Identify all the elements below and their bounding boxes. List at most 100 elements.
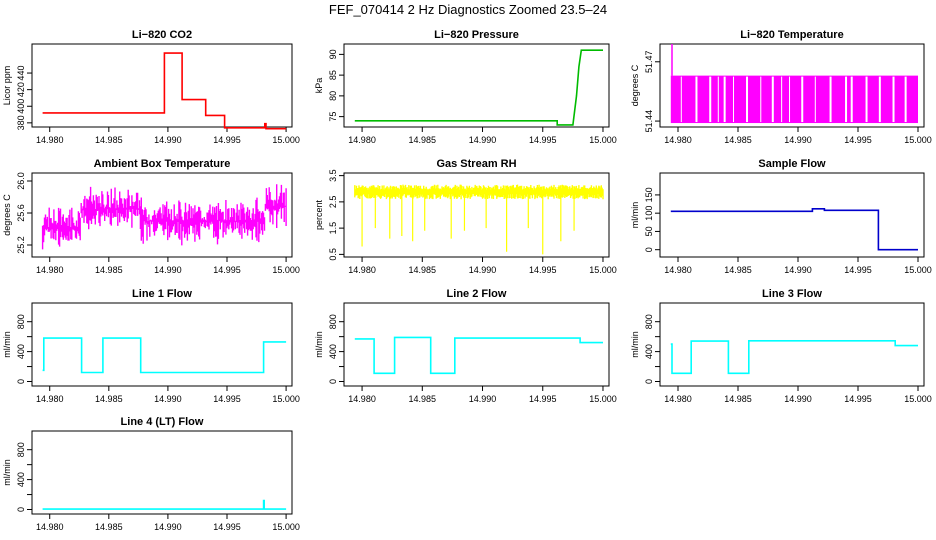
y-tick-label: 800 [16,442,26,457]
x-tick-label: 14.980 [664,135,692,145]
series-gap [845,76,848,123]
panel-3: Li−820 Temperature degrees C 14.980 14.985 1… [630,29,932,145]
panel-10: Line 4 (LT) Flow ml/min 14.980 14.985 14.990… [2,416,300,532]
y-axis-label: degrees C [630,64,640,106]
y-tick-label: 51.44 [644,110,654,133]
y-axis-label: ml/min [630,202,640,229]
x-tick-label: 14.985 [724,265,752,275]
x-tick-label: 15.000 [589,394,617,404]
series-gap [709,76,712,123]
y-tick-label: 75 [328,112,338,122]
x-tick-label: 15.000 [272,522,300,532]
series-gap [865,76,868,123]
y-tick-label: 0.5 [328,248,338,261]
y-tick-label: 400 [16,344,26,359]
plot-frame [31,172,293,258]
panel-title: Li−820 CO2 [132,29,192,41]
x-tick-label: 14.985 [409,394,437,404]
y-tick-label: 50 [644,226,654,236]
y-axis-label: kPa [314,78,324,94]
series-gap [760,76,762,123]
panel-title: Li−820 Pressure [434,29,519,41]
page-title: FEF_070414 2 Hz Diagnostics Zoomed 23.5–… [328,2,608,17]
x-tick-label: 14.995 [213,265,241,275]
x-tick-label: 14.990 [784,135,812,145]
series-line [670,339,918,375]
series-line [354,49,603,126]
plot-frame [31,302,293,387]
panel-7: Line 1 Flow ml/min 14.980 14.985 14.990 14.99… [2,288,300,404]
x-tick-label: 15.000 [904,265,932,275]
x-tick-label: 14.990 [154,265,182,275]
plot-frame [31,43,293,128]
panel-title: Ambient Box Temperature [94,158,231,170]
y-tick-label: 800 [328,314,338,329]
x-tick-label: 15.000 [272,135,300,145]
panel-9: Line 3 Flow ml/min 14.980 14.985 14.990 14.99… [630,288,932,404]
y-tick-label: 400 [644,344,654,359]
panel-title: Line 4 (LT) Flow [121,416,204,428]
x-tick-label: 14.990 [784,394,812,404]
y-tick-label: 100 [644,206,654,221]
x-tick-label: 14.985 [95,522,123,532]
series-gap [733,76,735,123]
x-tick-label: 14.995 [844,265,872,275]
panel-title: Sample Flow [758,158,826,170]
series-line [670,208,918,251]
y-tick-label: 1.5 [328,222,338,235]
panel-6: Sample Flow ml/min 14.980 14.985 14.990 14.99… [630,158,932,275]
x-tick-label: 14.995 [213,394,241,404]
panel-1: Li−820 CO2 Licor ppm 14.980 14.985 14.990 14.… [2,29,300,145]
x-tick-label: 14.995 [529,265,557,275]
series-gap [850,76,853,123]
x-tick-label: 14.985 [95,394,123,404]
panel-5: Gas Stream RH percent 14.980 14.985 14.990 14… [314,158,617,275]
x-tick-label: 15.000 [904,135,932,145]
series-gap [814,76,816,123]
series-band [670,75,918,124]
x-tick-label: 14.990 [154,394,182,404]
x-tick-label: 14.990 [154,522,182,532]
plot-frame [659,172,925,258]
x-tick-label: 15.000 [589,135,617,145]
x-tick-label: 15.000 [272,265,300,275]
series-gap [801,76,804,123]
y-tick-label: 0 [328,379,338,384]
y-axis-label: Licor ppm [2,66,12,106]
x-tick-label: 14.980 [36,394,64,404]
panel-title: Line 3 Flow [762,288,822,300]
x-tick-label: 14.990 [469,135,497,145]
y-tick-label: 90 [328,49,338,59]
panel-8: Line 2 Flow ml/min 14.980 14.985 14.990 14.99… [314,288,617,404]
panel-title: Line 2 Flow [447,288,507,300]
x-tick-label: 14.980 [36,265,64,275]
y-axis-label: degrees C [2,194,12,236]
y-axis-label: ml/min [630,331,640,358]
panel-2: Li−820 Pressure kPa 14.980 14.985 14.990 14.9… [314,29,617,145]
y-tick-label: 25.6 [16,204,26,222]
y-tick-label: 0 [644,379,654,384]
x-tick-label: 15.000 [904,394,932,404]
y-tick-label: 85 [328,70,338,80]
y-tick-label: 80 [328,91,338,101]
series-line [42,499,287,510]
plot-frame [659,302,925,387]
series-gap [878,76,881,123]
plot-frame [659,43,925,128]
y-tick-label: 380 [16,115,26,130]
x-tick-label: 14.990 [469,394,497,404]
x-tick-label: 14.995 [213,522,241,532]
y-axis-label: ml/min [2,331,12,358]
x-tick-label: 14.985 [724,135,752,145]
x-tick-label: 14.985 [95,265,123,275]
series-noise [41,184,287,250]
x-tick-label: 14.985 [409,135,437,145]
series-line [42,337,287,374]
x-tick-label: 14.980 [36,522,64,532]
series-gap [771,76,774,123]
x-tick-label: 14.985 [724,394,752,404]
series-gap [695,76,698,123]
y-tick-label: 800 [644,314,654,329]
y-tick-label: 800 [16,314,26,329]
x-tick-label: 15.000 [589,265,617,275]
